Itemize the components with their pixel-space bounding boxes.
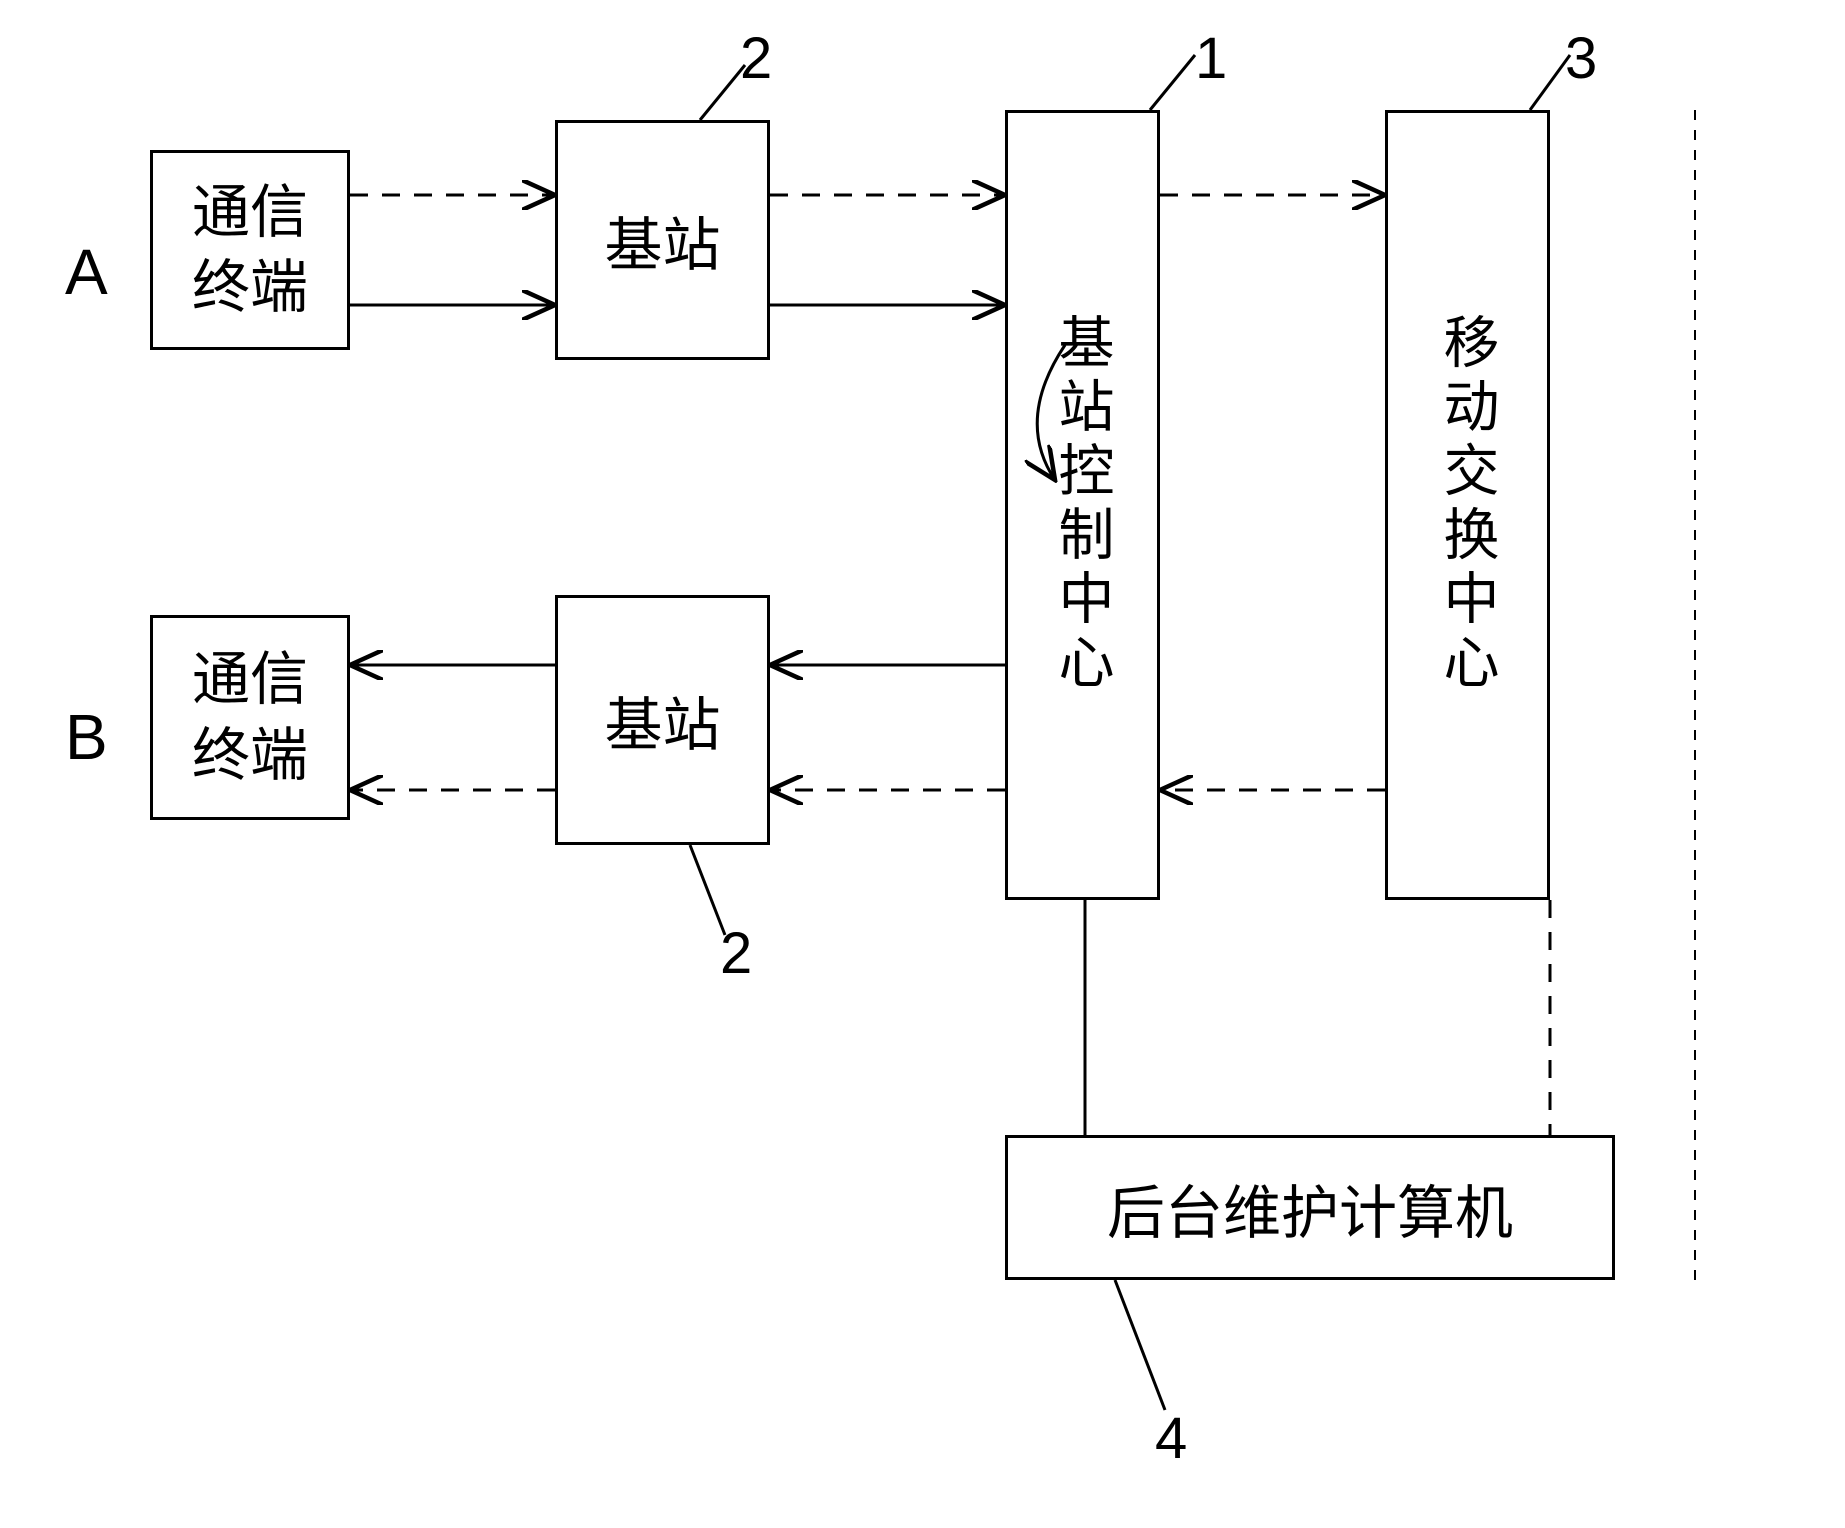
node-label: 基站 <box>604 678 720 762</box>
leader-line <box>1150 55 1195 110</box>
node-label: 通信终端 <box>192 642 308 793</box>
node-bs-bottom: 基站 <box>555 595 770 845</box>
node-label: 通信终端 <box>192 175 308 326</box>
label-a: A <box>65 235 108 309</box>
leader-line <box>1115 1280 1165 1410</box>
node-label: 基站控制中心 <box>1042 313 1123 697</box>
label-4: 4 <box>1155 1405 1187 1472</box>
node-maintenance: 后台维护计算机 <box>1005 1135 1615 1280</box>
label-1: 1 <box>1195 25 1227 92</box>
node-label: 后台维护计算机 <box>1107 1166 1513 1250</box>
label-2-bottom: 2 <box>720 920 752 987</box>
node-msc: 移动交换中心 <box>1385 110 1550 900</box>
diagram-canvas: 通信终端 通信终端 基站 基站 基站控制中心 移动交换中心 后台维护计算机 A … <box>0 0 1845 1528</box>
leader-line <box>1530 55 1570 110</box>
label-3: 3 <box>1565 25 1597 92</box>
label-2-top: 2 <box>740 25 772 92</box>
node-label: 基站 <box>604 198 720 282</box>
leader-line <box>700 65 745 120</box>
label-b: B <box>65 700 108 774</box>
node-terminal-b: 通信终端 <box>150 615 350 820</box>
node-label: 移动交换中心 <box>1427 313 1508 697</box>
node-bs-top: 基站 <box>555 120 770 360</box>
node-bsc: 基站控制中心 <box>1005 110 1160 900</box>
node-terminal-a: 通信终端 <box>150 150 350 350</box>
